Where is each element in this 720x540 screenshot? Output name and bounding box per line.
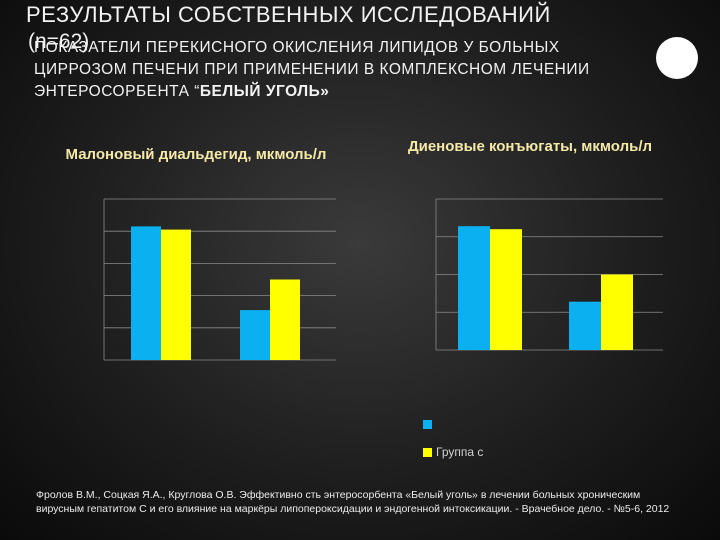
decorative-circle xyxy=(656,37,698,79)
bar xyxy=(270,279,300,360)
legend-swatch xyxy=(423,447,432,457)
bar xyxy=(161,229,191,360)
legend: Группа с xyxy=(423,410,483,466)
bar xyxy=(569,301,601,350)
legend-label: Группа с xyxy=(436,445,484,459)
slide-subtitle: ПОКАЗАТЕЛИ ПЕРЕКИСНОГО ОКИСЛЕНИЯ ЛИПИДОВ… xyxy=(34,37,624,103)
bar xyxy=(601,274,633,350)
chart-title-mda: Малоновый диальдегид, мкмоль/л xyxy=(65,146,327,163)
chart-title-dk: Диеновые конъюгаты, мкмоль/л xyxy=(407,138,653,155)
bar xyxy=(490,229,522,350)
chart-dk xyxy=(435,198,663,351)
bar xyxy=(458,226,490,350)
legend-swatch xyxy=(423,419,432,429)
slide-title: РЕЗУЛЬТАТЫ СОБСТВЕННЫХ ИССЛЕДОВАНИЙ xyxy=(26,2,551,27)
chart-mda xyxy=(103,198,336,361)
sample-size-note: (n=62) xyxy=(28,30,90,53)
legend-item: Группа с xyxy=(423,438,483,466)
subtitle-main: ПОКАЗАТЕЛИ ПЕРЕКИСНОГО ОКИСЛЕНИЯ ЛИПИДОВ… xyxy=(34,39,590,100)
bar xyxy=(131,226,161,360)
legend-item xyxy=(423,410,483,438)
subtitle-bold: БЕЛЫЙ УГОЛЬ» xyxy=(199,83,330,100)
citation-footer: Фролов В.М., Соцкая Я.А., Круглова О.В. … xyxy=(36,489,670,515)
bar xyxy=(240,310,270,360)
